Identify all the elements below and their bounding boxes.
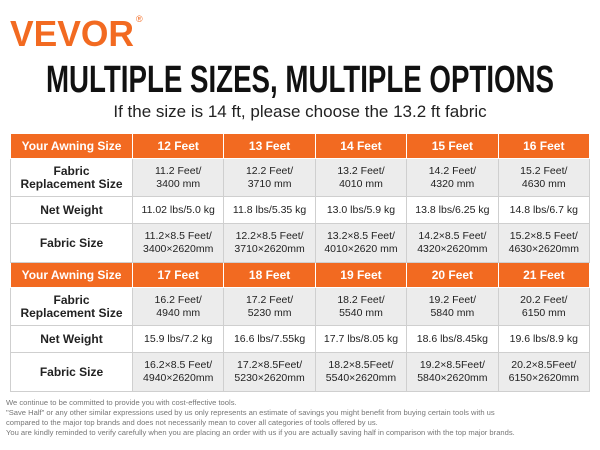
cell: 12.2 Feet/ 3710 mm — [223, 158, 316, 197]
cell: 11.02 lbs/5.0 kg — [131, 196, 225, 224]
cell: 18.2 Feet/ 5540 mm — [314, 287, 408, 326]
cell: 14.2 Feet/ 4320 mm — [406, 158, 499, 197]
header-cell: 15 Feet — [406, 133, 499, 159]
brand-logo: VEVOR — [10, 13, 134, 54]
row: Net Weight 15.9 lbs/7.2 kg 16.6 lbs/7.55kg… — [10, 325, 591, 353]
row: Fabric Size 16.2×8.5 Feet/ 4940×2620mm 17.… — [10, 352, 591, 392]
subtitle: If the size is 14 ft, please choose the … — [113, 102, 487, 121]
row: Fabric Replacement Size 11.2 Feet/ 3400 m… — [10, 158, 591, 197]
header-cell: 16 Feet — [497, 133, 591, 159]
row-label: Fabric Size — [10, 223, 133, 263]
footer-line: We continue to be committed to provide y… — [6, 398, 237, 407]
header-cell: 17 Feet — [131, 262, 225, 288]
footer: We continue to be committed to provide y… — [6, 398, 515, 438]
cell: 11.2×8.5 Feet/ 3400×2620mm — [131, 223, 225, 263]
cell: 17.2 Feet/ 5230 mm — [223, 287, 316, 326]
header-cell: 21 Feet — [497, 262, 591, 288]
title: MULTIPLE SIZES, MULTIPLE OPTIONS — [46, 59, 554, 100]
cell: 19.6 lbs/8.9 kg — [497, 325, 591, 353]
cell: 15.9 lbs/7.2 kg — [131, 325, 225, 353]
heading: VEVOR ® MULTIPLE SIZES, MULTIPLE OPTIONS — [10, 13, 554, 100]
row-label: Fabric Replacement Size — [10, 158, 133, 197]
header-cell: Your Awning Size — [10, 262, 133, 288]
row-label: Net Weight — [10, 325, 133, 353]
size-table: Your Awning Size 12 Feet 13 Feet 14 Feet 15 … — [10, 133, 591, 392]
footer-line: You are kindly reminded to verify carefu… — [6, 428, 515, 437]
cell: 13.0 lbs/5.9 kg — [314, 196, 408, 224]
header-cell: 14 Feet — [314, 133, 408, 159]
cell: 13.2 Feet/ 4010 mm — [314, 158, 408, 197]
cell: 15.2 Feet/ 4630 mm — [497, 158, 591, 197]
brand-mark: ® — [136, 14, 143, 24]
header-cell: 13 Feet — [223, 133, 316, 159]
cell: 11.8 lbs/5.35 kg — [223, 196, 316, 224]
row: Fabric Size 11.2×8.5 Feet/ 3400×2620mm 12.… — [10, 223, 591, 263]
cell: 16.2 Feet/ 4940 mm — [131, 287, 225, 326]
header-cell: 20 Feet — [406, 262, 499, 288]
cell: 14.2×8.5 Feet/ 4320×2620mm — [406, 223, 499, 263]
header-row: Your Awning Size 12 Feet 13 Feet 14 Feet 15 … — [10, 133, 591, 159]
cell: 15.2×8.5 Feet/ 4630×2620mm — [497, 223, 591, 263]
cell: 13.2×8.5 Feet/ 4010×2620 mm — [314, 223, 408, 263]
footer-line: "Save Half" or any other similar express… — [6, 408, 495, 417]
cell: 12.2×8.5 Feet/ 3710×2620mm — [223, 223, 316, 263]
row-label: Fabric Replacement Size — [10, 287, 133, 326]
cell: 16.6 lbs/7.55kg — [223, 325, 316, 353]
header-cell: 12 Feet — [131, 133, 225, 159]
header-cell: 19 Feet — [314, 262, 408, 288]
row: Net Weight 11.02 lbs/5.0 kg 11.8 lbs/5.35 … — [10, 196, 591, 224]
cell: 19.2 Feet/ 5840 mm — [406, 287, 499, 326]
header-row: Your Awning Size 17 Feet 18 Feet 19 Feet 20 … — [10, 262, 591, 288]
cell: 18.6 lbs/8.45kg — [406, 325, 499, 353]
cell: 16.2×8.5 Feet/ 4940×2620mm — [131, 352, 225, 392]
cell: 17.7 lbs/8.05 kg — [314, 325, 408, 353]
cell: 20.2 Feet/ 6150 mm — [497, 287, 591, 326]
footer-line: compared to the major top brands and doe… — [6, 418, 378, 427]
header-cell: 18 Feet — [223, 262, 316, 288]
cell: 17.2×8.5Feet/ 5230×2620mm — [223, 352, 316, 392]
cell: 11.2 Feet/ 3400 mm — [131, 158, 225, 197]
row-label: Net Weight — [10, 196, 133, 224]
row: Fabric Replacement Size 16.2 Feet/ 4940 m… — [10, 287, 591, 326]
cell: 14.8 lbs/6.7 kg — [497, 196, 591, 224]
cell: 18.2×8.5Feet/ 5540×2620mm — [314, 352, 408, 392]
cell: 19.2×8.5Feet/ 5840×2620mm — [406, 352, 499, 392]
header-cell: Your Awning Size — [10, 133, 133, 159]
cell: 20.2×8.5Feet/ 6150×2620mm — [497, 352, 591, 392]
cell: 13.8 lbs/6.25 kg — [406, 196, 499, 224]
row-label: Fabric Size — [10, 352, 133, 392]
